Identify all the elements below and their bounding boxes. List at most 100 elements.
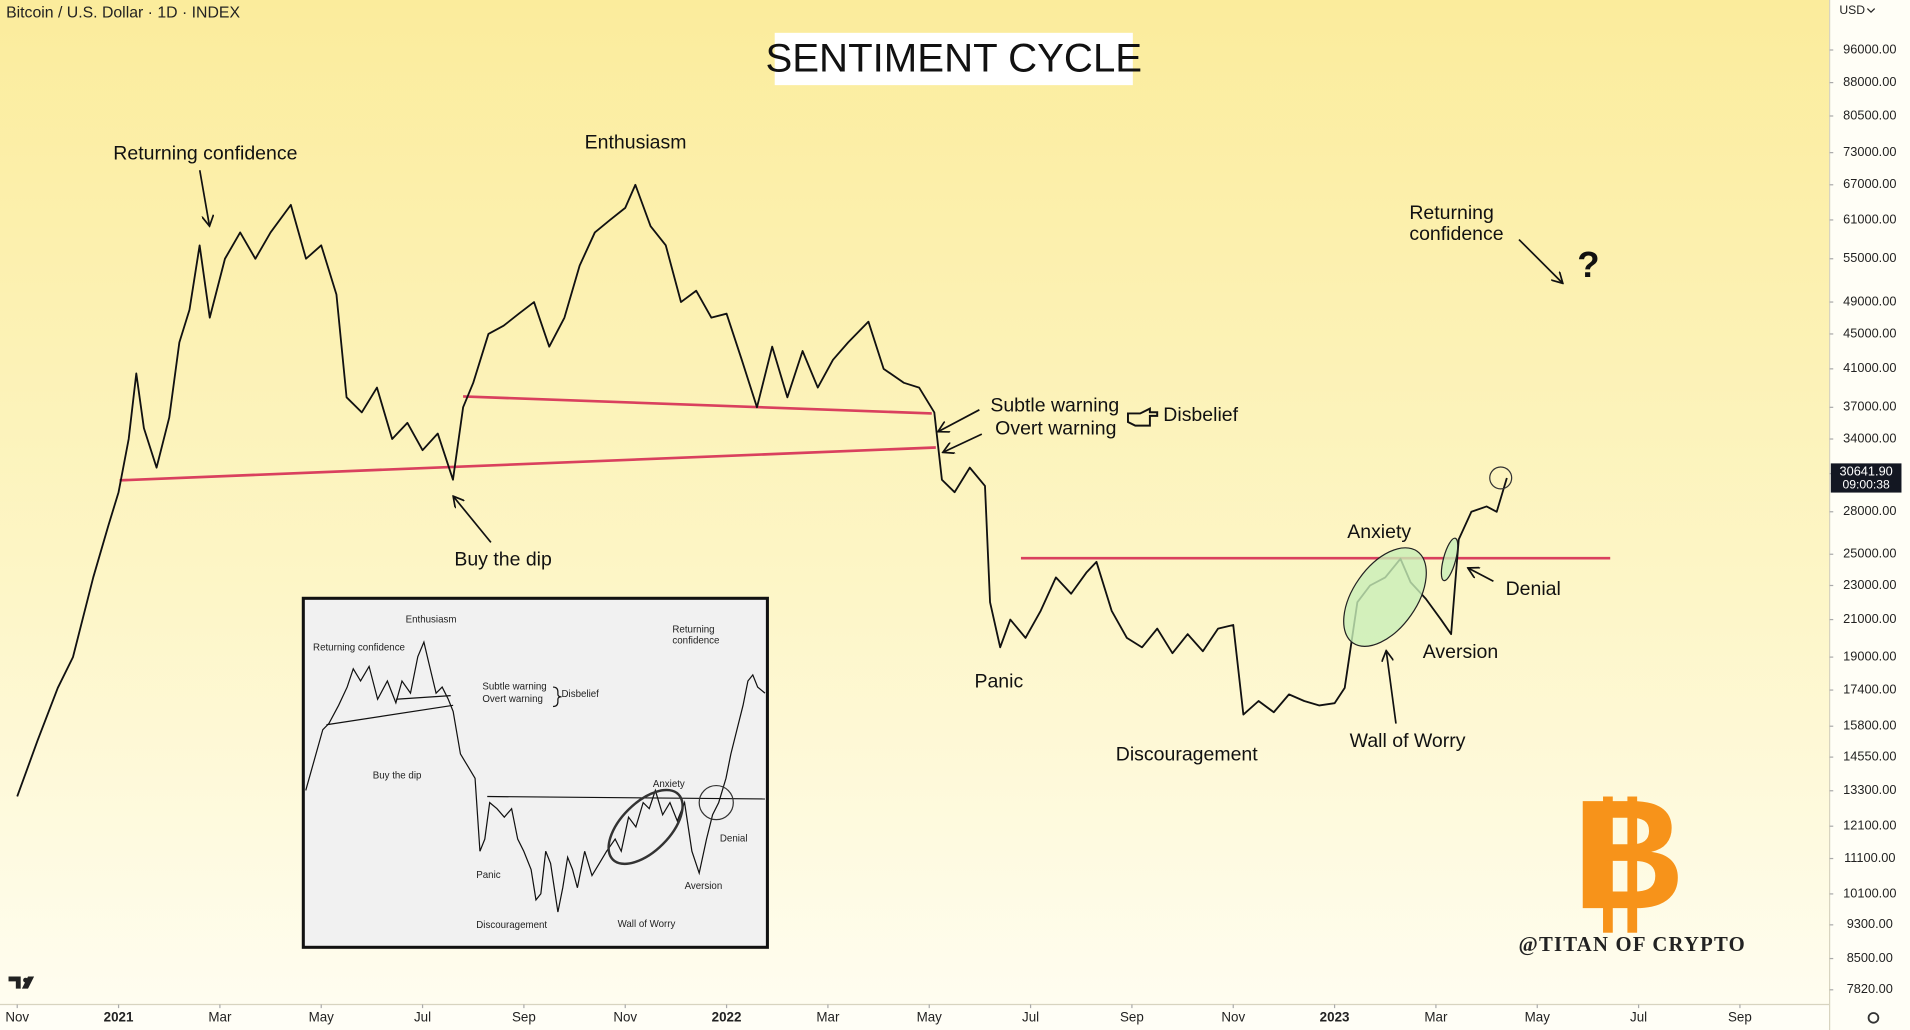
symbol-header: Bitcoin / U.S. Dollar · 1D · INDEX [6, 5, 240, 22]
y-tick-label: 15800.00 [1843, 718, 1896, 733]
inset-brace [552, 686, 562, 708]
x-tick-label: 2022 [712, 1009, 742, 1024]
price-axis [1829, 0, 1910, 1030]
hand-icon [1126, 407, 1159, 427]
x-tick-label: May [1525, 1009, 1551, 1024]
arrow [198, 170, 210, 226]
arrow [943, 433, 983, 452]
y-tick-label: 13300.00 [1843, 782, 1896, 797]
y-tick-label: 11100.00 [1844, 850, 1895, 865]
arrow [1518, 238, 1563, 284]
annotation: Anxiety [1347, 521, 1411, 543]
y-tick-label: 73000.00 [1843, 144, 1896, 159]
annotation: Aversion [1423, 641, 1498, 663]
y-tick-label: 67000.00 [1843, 176, 1896, 191]
inset-trendline [395, 694, 451, 700]
y-tick-label: 9300.00 [1847, 916, 1893, 931]
highlight-circle [1489, 466, 1513, 490]
price-label: 30641.90 [1840, 463, 1893, 478]
price-label-box [1830, 463, 1902, 493]
y-tick-label: 34000.00 [1843, 430, 1896, 445]
y-tick-label: 28000.00 [1843, 503, 1896, 518]
annotation: Buy the dip [454, 549, 552, 571]
countdown: 09:00:38 [1842, 478, 1890, 492]
highlight-ellipse [1440, 537, 1459, 582]
x-tick-label: 2023 [1320, 1009, 1350, 1024]
inset-label: Returning [672, 624, 714, 635]
annotation: ? [1577, 244, 1599, 285]
x-tick-label: Jul [1022, 1009, 1039, 1024]
x-tick-label: Sep [1728, 1009, 1752, 1024]
x-tick-label: Jul [414, 1009, 431, 1024]
y-tick-label: 80500.00 [1843, 107, 1896, 122]
inset-label: Disbelief [562, 689, 600, 700]
y-tick-label: 45000.00 [1843, 325, 1896, 340]
annotation: Overt warning [995, 417, 1116, 439]
annotation: Wall of Worry [1350, 730, 1466, 752]
y-tick-label: 23000.00 [1843, 577, 1896, 592]
y-tick-label: 41000.00 [1843, 360, 1896, 375]
x-tick-label: Nov [1221, 1009, 1245, 1024]
bitcoin-logo: B [1572, 768, 1685, 942]
tv-logo-dot [23, 977, 29, 983]
annotation: Subtle warning [990, 394, 1119, 416]
y-tick-label: 61000.00 [1843, 211, 1896, 226]
dropdown-icon [1866, 8, 1876, 14]
x-tick-label: 2021 [104, 1009, 134, 1024]
annotation: Denial [1506, 578, 1561, 600]
x-tick-label: Sep [512, 1009, 536, 1024]
x-tick-label: May [309, 1009, 335, 1024]
inset-ellipse [607, 788, 684, 866]
logo-stroke [1603, 796, 1613, 933]
x-tick-label: May [917, 1009, 943, 1024]
arrow [1386, 651, 1397, 724]
inset-label: Denial [720, 834, 748, 845]
y-tick-label: 10100.00 [1843, 885, 1896, 900]
x-tick-label: Mar [1424, 1009, 1448, 1024]
inset-label: Returning confidence [313, 643, 405, 654]
inset-label: confidence [672, 635, 719, 646]
logo-stroke [1627, 796, 1638, 933]
x-tick-label: Mar [816, 1009, 840, 1024]
logo-letter: B [1572, 768, 1685, 942]
x-tick-label: Jul [1630, 1009, 1647, 1024]
y-tick-label: 49000.00 [1843, 293, 1896, 308]
watermark: @TITAN OF CRYPTO [1519, 934, 1746, 956]
inset-label: Discouragement [476, 920, 547, 931]
inset-trendline [326, 704, 454, 726]
y-tick-label: 21000.00 [1843, 611, 1896, 626]
inset-circle [698, 784, 734, 821]
currency[interactable]: USD [1839, 3, 1865, 17]
y-tick-label: 55000.00 [1843, 250, 1896, 265]
x-tick-label: Nov [613, 1009, 637, 1024]
arrow [453, 496, 492, 543]
title-box [774, 32, 1133, 86]
trendline [463, 395, 932, 415]
inset-label: Anxiety [653, 779, 685, 790]
x-tick-label: Sep [1120, 1009, 1144, 1024]
inset: Enthusiasm Returning confidence Returningc… [301, 596, 769, 949]
y-tick-label: 14550.00 [1843, 748, 1896, 763]
inset-label: Subtle warning [482, 682, 546, 693]
annotation: confidence [1409, 223, 1503, 245]
y-tick-label: 96000.00 [1843, 41, 1896, 56]
y-tick-label: 12100.00 [1843, 818, 1896, 833]
inset-label: Wall of Worry [618, 919, 676, 930]
inset-label: Enthusiasm [406, 615, 457, 626]
arrow [1468, 568, 1494, 583]
y-tick-label: 25000.00 [1843, 546, 1896, 561]
time-axis [0, 1004, 1830, 1030]
chart-title: SENTIMENT CYCLE [765, 35, 1142, 80]
inset-label: Overt warning [482, 694, 543, 705]
y-tick-label: 17400.00 [1843, 681, 1896, 696]
arrow [938, 409, 980, 432]
y-tick-label: 8500.00 [1847, 950, 1893, 965]
highlight-ellipse [1343, 547, 1427, 647]
settings-icon[interactable] [1867, 1012, 1880, 1024]
y-tick-label: 37000.00 [1843, 399, 1896, 414]
annotation: Disbelief [1163, 404, 1238, 426]
trendline [119, 446, 936, 482]
price-line [16, 183, 1508, 797]
annotation: Discouragement [1116, 743, 1258, 765]
